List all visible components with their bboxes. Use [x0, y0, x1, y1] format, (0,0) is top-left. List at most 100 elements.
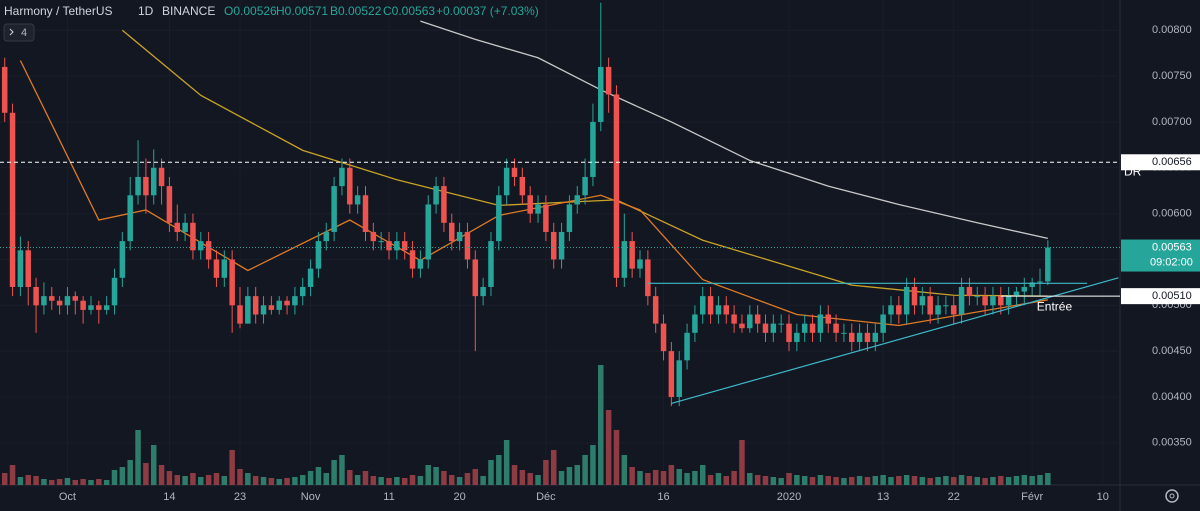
volume-bar	[347, 470, 353, 485]
volume-bar	[527, 473, 533, 485]
volume-bar	[731, 471, 737, 485]
volume-bar	[778, 478, 784, 485]
candle-body	[919, 296, 926, 306]
volume-bar	[221, 476, 228, 485]
change-label: +0.00037 (+7.03%)	[436, 4, 539, 18]
candle-body	[817, 314, 824, 333]
volume-bar	[739, 440, 745, 485]
last-price-label: 0.00563	[1152, 241, 1192, 253]
volume-bar	[394, 477, 400, 485]
volume-bar	[103, 480, 110, 485]
volume-bar	[1005, 477, 1012, 485]
volume-bar	[621, 455, 628, 485]
candle-body	[1021, 286, 1028, 292]
volume-bar	[566, 467, 573, 485]
gear[interactable]	[1165, 489, 1179, 503]
candle-body	[394, 241, 400, 251]
level-name: Entrée	[1037, 299, 1073, 313]
volume-pane	[1, 365, 1051, 485]
candle-body	[260, 305, 267, 315]
volume-bar	[417, 476, 424, 485]
settings-icon[interactable]	[1165, 489, 1179, 503]
volume-bar	[598, 365, 604, 485]
candle-body	[33, 286, 39, 306]
volume-bar	[519, 470, 526, 485]
volume-bar	[229, 450, 235, 485]
volume-bar	[354, 475, 361, 485]
volume-bar	[503, 440, 510, 485]
candle-body	[754, 314, 761, 324]
candle-body	[684, 332, 690, 361]
volume-bar	[856, 476, 863, 485]
volume-bar	[237, 469, 243, 485]
volume-bar	[1037, 475, 1043, 485]
candle-body	[150, 167, 157, 196]
volume-bar	[1029, 476, 1035, 485]
candle-body	[441, 186, 447, 223]
candle-body	[88, 305, 94, 310]
candle-body	[472, 259, 479, 297]
volume-bar	[652, 470, 659, 485]
volume-bar	[25, 475, 31, 485]
volume-bar	[464, 473, 471, 485]
volume-bar	[449, 475, 455, 485]
candle-body	[629, 241, 635, 269]
price-label-box	[1121, 288, 1200, 305]
candle-body	[480, 286, 486, 297]
candle-body	[72, 296, 79, 301]
candle-body	[503, 167, 510, 196]
candle-body	[841, 332, 847, 334]
moving-average	[121, 29, 1048, 297]
candle-body	[652, 296, 659, 324]
candle-body	[252, 296, 259, 315]
candle-body	[354, 195, 361, 205]
volume-bar	[127, 460, 133, 485]
moving-average	[420, 20, 1048, 240]
candle-body	[574, 195, 580, 205]
volume-bar	[511, 465, 518, 485]
volume-bar	[456, 477, 463, 485]
candle-body	[496, 195, 502, 242]
ohlc-label: B0.00522	[330, 4, 382, 18]
candle-body	[221, 259, 228, 278]
candle-body	[456, 231, 463, 242]
volume-bar	[268, 478, 275, 485]
x-tick-label: Déc	[536, 491, 556, 503]
y-tick-label: 0.00600	[1152, 208, 1192, 220]
candle-body	[543, 204, 549, 232]
volume-bar	[1021, 475, 1028, 485]
volume-bar	[213, 473, 220, 485]
indicator-toggle[interactable]	[3, 23, 35, 42]
volume-bar	[723, 476, 730, 485]
candle-body	[80, 300, 86, 310]
price-label-box	[1121, 154, 1200, 171]
candle-body	[605, 66, 612, 95]
volume-bar	[613, 430, 620, 485]
volume-bar	[119, 467, 126, 485]
volume-bar	[872, 476, 879, 485]
candle-body	[825, 314, 831, 324]
candle-body	[903, 286, 910, 315]
candle-body	[17, 250, 24, 287]
volume-bar	[849, 477, 855, 485]
candle-body	[849, 332, 855, 342]
volume-bar	[809, 477, 816, 485]
candle-body	[566, 204, 573, 232]
volume-bar	[754, 475, 761, 485]
volume-bar	[543, 460, 549, 485]
candle-body	[229, 259, 235, 306]
candle-body	[794, 332, 800, 342]
volume-bar	[660, 471, 667, 485]
x-tick-label: 23	[234, 491, 246, 503]
candle-body	[370, 231, 377, 242]
candle-body	[315, 241, 322, 269]
candle-body	[958, 286, 965, 315]
x-tick-label: Févr	[1021, 491, 1043, 503]
candle-body	[943, 305, 949, 307]
volume-bar	[245, 473, 251, 485]
candle-body	[449, 222, 455, 242]
x-tick-label: Nov	[301, 491, 321, 503]
y-tick-label: 0.00400	[1152, 391, 1192, 403]
candle-body	[362, 195, 369, 232]
